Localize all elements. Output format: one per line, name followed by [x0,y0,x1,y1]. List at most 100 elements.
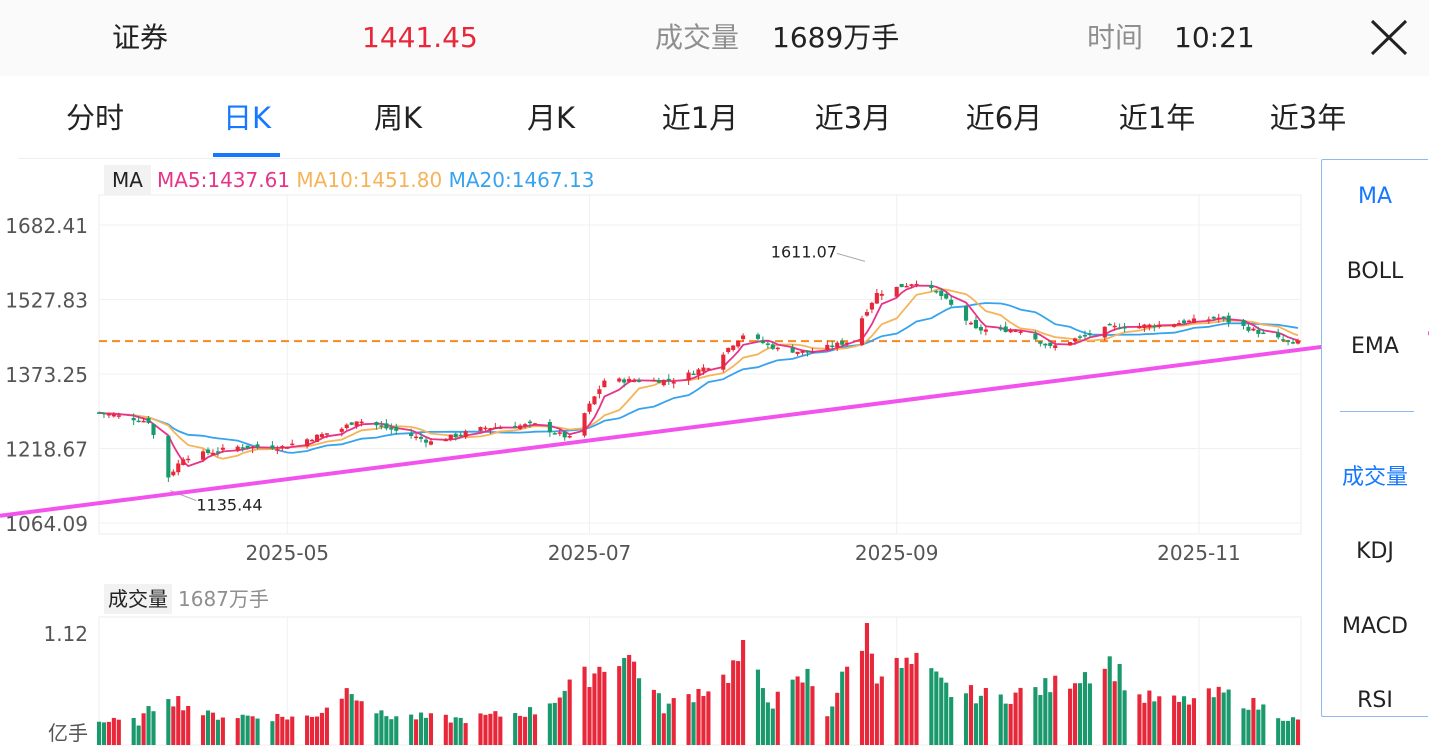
tab-月K[interactable]: 月K [526,101,576,135]
candle-body [394,426,399,431]
candle-body [671,381,676,384]
candle-body [1261,332,1266,335]
tab-近6月[interactable]: 近6月 [965,101,1043,135]
candle-body [205,449,211,453]
candle-body [116,415,121,417]
tab-近1年[interactable]: 近1年 [1118,101,1196,135]
tab-周K[interactable]: 周K [373,101,423,135]
candle-body [939,290,944,297]
indicator-KDJ[interactable]: KDJ [1356,539,1394,564]
volume-bar [949,697,954,745]
volume-bar [423,717,429,745]
candle-body [552,433,557,435]
volume-bar [458,717,463,745]
volume-bar [463,723,468,745]
candle-body [909,284,914,287]
candle-body [721,354,726,370]
volume-bar [944,682,949,745]
volume-bar [245,715,250,745]
candle-body [929,284,934,289]
candle-body [805,350,810,353]
candle-body [983,329,988,332]
volume-legend: 成交量 1687万手 [104,584,269,614]
volume-bar [1087,683,1092,745]
volume-bar [428,713,434,745]
volume-bar [666,703,671,745]
volume-bar [275,713,280,745]
candle-body [998,328,1003,330]
tab-近3月[interactable]: 近3月 [814,101,892,135]
volume-bar [661,713,666,745]
user-trendline [0,331,1429,518]
candle-body [101,412,107,415]
volume-bar [1177,701,1182,745]
close-icon [1370,19,1408,56]
candle-body [181,459,186,466]
volume-bar [632,661,637,745]
volume-bar [141,713,146,745]
indicator-BOLL[interactable]: BOLL [1346,259,1404,284]
volume-bar [319,712,325,745]
active-tab-indicator [213,153,280,157]
volume-bar [879,676,884,745]
candle-body [414,436,419,439]
volume-bar [1077,683,1083,745]
candle-body [1221,316,1226,319]
volume-bar [736,661,741,745]
candle-body [1142,324,1147,329]
volume-bar [760,688,765,745]
candle-body [493,427,498,429]
candle-body [617,378,622,382]
candle-body [255,444,260,448]
tab-近3年[interactable]: 近3年 [1269,101,1347,135]
candle-body [1251,328,1256,331]
tab-分时[interactable]: 分时 [65,101,125,135]
volume-value: 1689万手 [772,21,900,54]
candle-body [1038,341,1043,344]
tab-日K[interactable]: 日K [222,101,272,135]
volume-bar [770,708,775,745]
close-button[interactable] [1362,14,1414,62]
quote-header: 证券 1441.45 成交量 1689万手 时间 10:21 [0,0,1429,76]
volume-bar [602,671,607,745]
candle-body [602,380,607,388]
candle-body [1112,325,1117,328]
volume-bar [205,710,211,745]
candle-body [1102,326,1107,338]
indicator-EMA[interactable]: EMA [1351,334,1399,359]
candle-body [359,421,364,424]
candle-body [894,286,899,297]
volume-bar [305,715,310,745]
volume-label: 成交量 [655,21,740,54]
indicator-MACD[interactable]: MACD [1342,614,1408,639]
indicator-RSI[interactable]: RSI [1357,688,1393,713]
volume-bar [220,717,225,745]
volume-bar [691,702,696,745]
candle-body [800,350,805,353]
volume-bar [1152,701,1157,745]
candle-body [701,367,706,372]
candle-body [1246,326,1251,331]
volume-bar [894,657,899,745]
volume-bar [235,718,240,745]
candle-body [790,347,795,353]
volume-bar [414,719,419,745]
volume-bar [983,688,988,745]
candle-body [1226,315,1231,323]
volume-bar [1276,718,1281,745]
candle-body [1256,329,1261,334]
volume-y-tick-label: 1.12 [43,622,88,646]
volume-bar [636,678,642,745]
volume-bar [795,676,800,745]
candle-body [765,343,770,345]
volume-bar [1003,703,1008,745]
tab-近1月[interactable]: 近1月 [661,101,739,135]
volume-bar [478,713,483,745]
price-plot-frame [98,194,1302,535]
indicator-MA[interactable]: MA [1357,184,1393,209]
volume-bar [1241,708,1246,745]
candle-body [111,414,116,417]
volume-bar [106,721,111,745]
indicator-成交量[interactable]: 成交量 [1341,465,1408,490]
